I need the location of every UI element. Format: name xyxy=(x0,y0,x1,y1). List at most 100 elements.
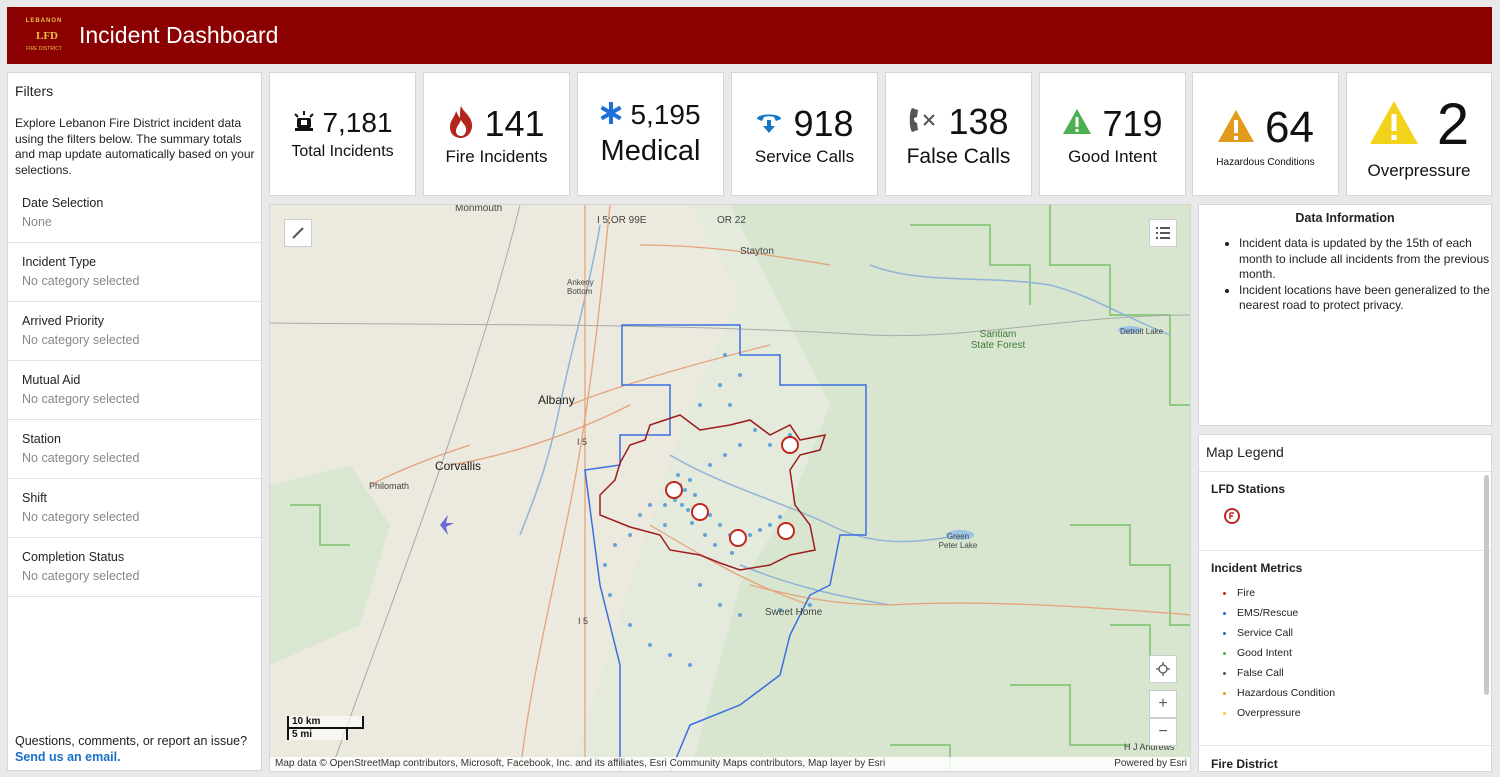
divider xyxy=(1199,550,1491,551)
warning-orange-icon xyxy=(1217,109,1255,148)
filter-label: Completion Status xyxy=(22,550,125,564)
legend-scrollbar[interactable] xyxy=(1484,475,1489,695)
map-label: Sweet Home xyxy=(765,607,823,618)
kpi-false-calls: 138 False Calls xyxy=(885,72,1032,196)
map-label: OR 22 xyxy=(717,215,746,226)
list-icon xyxy=(1156,227,1170,239)
zoom-in-button[interactable]: + xyxy=(1149,690,1177,718)
map-label: Stayton xyxy=(740,246,774,257)
siren-icon xyxy=(292,110,316,137)
kpi-value: 918 xyxy=(793,103,854,144)
legend-title: Map Legend xyxy=(1206,444,1284,460)
hazard-dot-icon xyxy=(1223,691,1226,695)
filter-value: No category selected xyxy=(22,510,140,524)
kpi-value: 2 xyxy=(1436,92,1470,157)
filter-label: Date Selection xyxy=(22,196,104,210)
filter-value: No category selected xyxy=(22,451,140,465)
false-call-dot-icon xyxy=(1223,671,1226,675)
app-header: LEBANON LFD FIRE DISTRICT Incident Dashb… xyxy=(7,7,1492,64)
map-label: Monmouth xyxy=(455,204,503,214)
kpi-good-intent: 719 Good Intent xyxy=(1039,72,1186,196)
star-of-life-icon xyxy=(600,101,622,129)
divider xyxy=(1199,471,1491,472)
page-title: Incident Dashboard xyxy=(79,22,279,48)
info-title: Data Information xyxy=(1295,211,1395,225)
filter-label: Shift xyxy=(22,491,48,505)
filter-label: Incident Type xyxy=(22,255,97,269)
good-intent-dot-icon xyxy=(1223,651,1226,655)
map-label: H J Andrews xyxy=(1124,742,1175,752)
map-label: Philomath xyxy=(369,481,410,491)
legend-item-label: Overpressure xyxy=(1237,707,1301,719)
layer-list-button[interactable] xyxy=(1149,219,1177,247)
kpi-label: Overpressure xyxy=(1367,161,1471,180)
legend-item-label: False Call xyxy=(1237,667,1284,679)
kpi-hazardous-conditions: 64 Hazardous Conditions xyxy=(1192,72,1339,196)
kpi-label: Fire Incidents xyxy=(445,147,548,166)
legend-district-title: Fire District xyxy=(1211,757,1278,771)
legend-item-service: Service Call xyxy=(1223,627,1293,639)
plus-icon: + xyxy=(1158,695,1168,712)
filter-date-selection[interactable]: Date Selection None xyxy=(8,184,261,243)
filter-arrived-priority[interactable]: Arrived Priority No category selected xyxy=(8,302,261,361)
incident-map[interactable]: Monmouth I 5;OR 99E OR 22 Stayton Ankeny… xyxy=(269,204,1191,772)
kpi-overpressure: 2 Overpressure xyxy=(1346,72,1492,196)
filter-value: No category selected xyxy=(22,333,140,347)
kpi-label: Medical xyxy=(600,135,701,167)
email-link[interactable]: Send us an email. xyxy=(15,750,121,764)
kpi-value: 64 xyxy=(1265,103,1314,152)
filter-shift[interactable]: Shift No category selected xyxy=(8,479,261,538)
legend-item-overpressure: Overpressure xyxy=(1223,707,1301,719)
scale-mi: 5 mi xyxy=(287,729,348,740)
legend-item-label: Hazardous Condition xyxy=(1237,687,1336,699)
locate-button[interactable] xyxy=(1149,655,1177,683)
kpi-fire-incidents: 141 Fire Incidents xyxy=(423,72,570,196)
filter-value: No category selected xyxy=(22,569,140,583)
filters-intro: Explore Lebanon Fire District incident d… xyxy=(15,116,255,177)
service-dot-icon xyxy=(1223,631,1226,635)
legend-stations-title: LFD Stations xyxy=(1211,482,1285,496)
info-bullet: Incident locations have been generalized… xyxy=(1239,283,1491,314)
map-attribution: Map data © OpenStreetMap contributors, M… xyxy=(275,758,886,769)
map-attribution-bar: Map data © OpenStreetMap contributors, M… xyxy=(270,757,1190,771)
powered-by: Powered by Esri xyxy=(1114,758,1187,769)
filter-incident-type[interactable]: Incident Type No category selected xyxy=(8,243,261,302)
scale-km: 10 km xyxy=(287,716,364,729)
filter-label: Mutual Aid xyxy=(22,373,81,387)
kpi-label: Total Incidents xyxy=(291,143,394,160)
filter-value: No category selected xyxy=(22,274,140,288)
lfd-logo: LEBANON LFD FIRE DISTRICT xyxy=(22,18,66,54)
footer-question: Questions, comments, or report an issue? xyxy=(15,734,248,748)
filters-panel: Filters Explore Lebanon Fire District in… xyxy=(7,72,262,771)
kpi-value: 719 xyxy=(1102,103,1163,144)
kpi-label: False Calls xyxy=(906,145,1011,168)
logo-bottom: FIRE DISTRICT xyxy=(26,45,62,52)
zoom-out-button[interactable]: − xyxy=(1149,718,1177,746)
minus-icon: − xyxy=(1158,723,1168,740)
filter-value: None xyxy=(22,215,52,229)
legend-item-fire: Fire xyxy=(1223,587,1255,599)
flame-icon xyxy=(448,105,474,144)
map-canvas[interactable] xyxy=(270,205,1191,772)
kpi-label: Service Calls xyxy=(754,147,855,166)
measure-tool-button[interactable] xyxy=(284,219,312,247)
map-label: Albany xyxy=(538,393,575,407)
info-list: Incident data is updated by the 15th of … xyxy=(1199,236,1491,314)
legend-item-label: Service Call xyxy=(1237,627,1294,639)
map-label: I 5 xyxy=(577,437,588,447)
filter-label: Station xyxy=(22,432,61,446)
filter-mutual-aid[interactable]: Mutual Aid No category selected xyxy=(8,361,261,420)
logo-mid: LFD xyxy=(36,29,58,42)
map-scale: 10 km 5 mi xyxy=(287,716,364,740)
filter-station[interactable]: Station No category selected xyxy=(8,420,261,479)
map-label: Corvallis xyxy=(435,459,482,473)
filter-label: Arrived Priority xyxy=(22,314,104,328)
kpi-value: 138 xyxy=(948,101,1009,142)
warning-green-icon xyxy=(1062,108,1092,140)
filter-value: No category selected xyxy=(22,392,140,406)
kpi-label: Hazardous Conditions xyxy=(1216,157,1315,168)
kpi-service-calls: 918 Service Calls xyxy=(731,72,878,196)
ems-dot-icon xyxy=(1223,611,1226,615)
filter-completion-status[interactable]: Completion Status No category selected xyxy=(8,538,261,597)
crosshair-icon xyxy=(1156,662,1170,676)
